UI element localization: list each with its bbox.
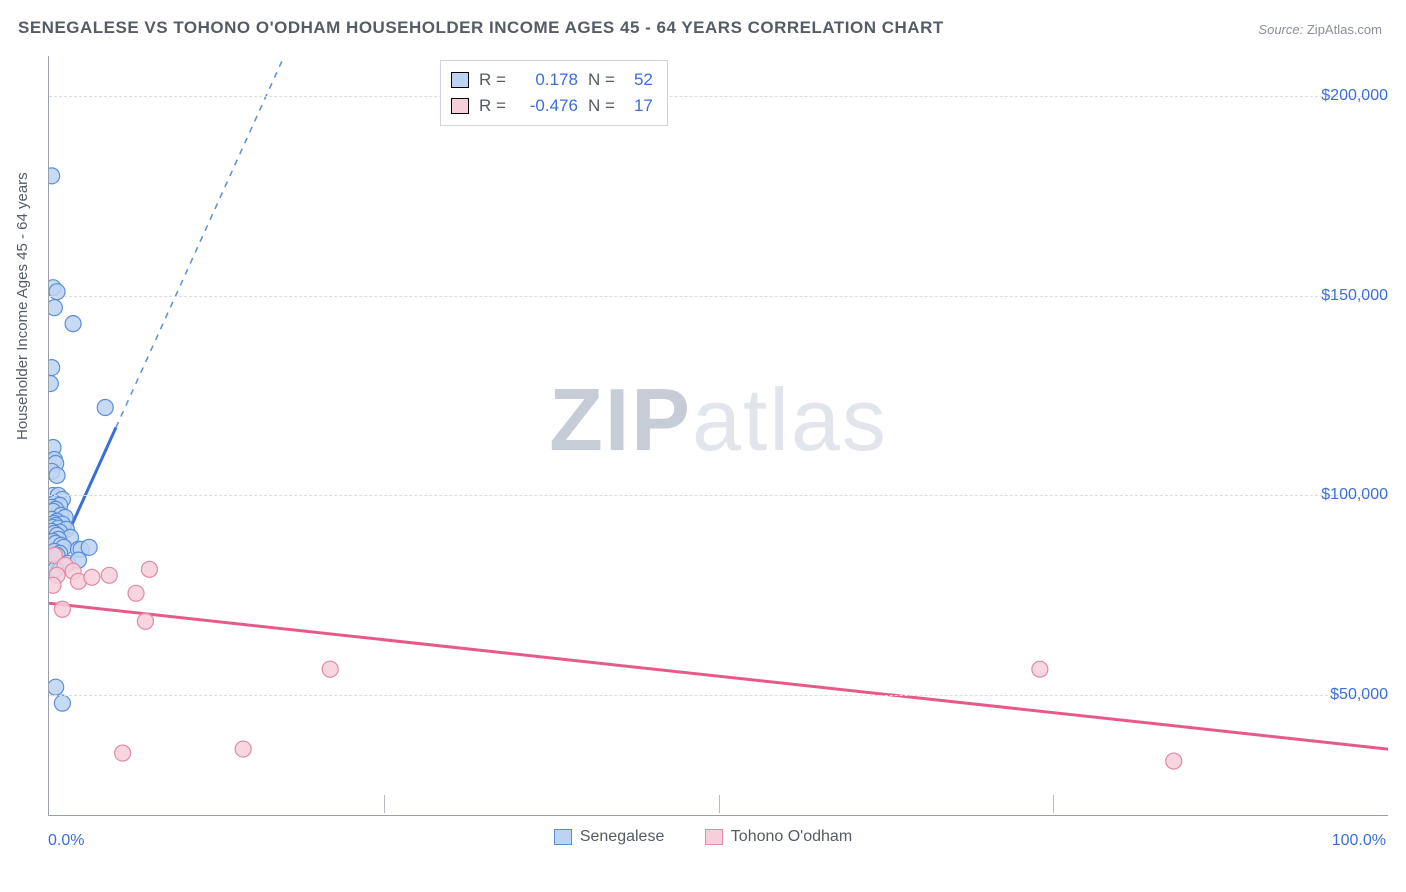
stats-n-label: N = bbox=[588, 70, 615, 90]
chart-svg bbox=[49, 56, 1388, 815]
stats-swatch-blue bbox=[451, 72, 469, 88]
source-attribution: Source: ZipAtlas.com bbox=[1258, 22, 1382, 37]
stats-r-label: R = bbox=[479, 70, 506, 90]
watermark: ZIPatlas bbox=[549, 369, 888, 471]
stats-n-label: N = bbox=[588, 96, 615, 116]
y-tick-label: $50,000 bbox=[1288, 686, 1388, 704]
stats-r-value-pink: -0.476 bbox=[516, 96, 578, 116]
y-axis-label: Householder Income Ages 45 - 64 years bbox=[14, 172, 31, 440]
y-tick-label: $100,000 bbox=[1288, 486, 1388, 504]
legend-swatch-blue bbox=[554, 829, 572, 845]
source-label: Source: bbox=[1258, 22, 1303, 37]
y-tick-label: $200,000 bbox=[1288, 87, 1388, 105]
legend-bottom: Senegalese Tohono O'odham bbox=[0, 828, 1406, 850]
source-value: ZipAtlas.com bbox=[1307, 22, 1382, 37]
stats-row-pink: R = -0.476 N = 17 bbox=[451, 93, 653, 119]
stats-n-value-blue: 52 bbox=[625, 70, 653, 90]
stats-n-value-pink: 17 bbox=[625, 96, 653, 116]
stats-box: R = 0.178 N = 52 R = -0.476 N = 17 bbox=[440, 60, 668, 126]
watermark-part-a: ZIP bbox=[549, 370, 692, 469]
stats-r-label: R = bbox=[479, 96, 506, 116]
stats-r-value-blue: 0.178 bbox=[516, 70, 578, 90]
legend-label-tohono: Tohono O'odham bbox=[731, 828, 852, 846]
stats-swatch-pink bbox=[451, 98, 469, 114]
watermark-part-b: atlas bbox=[692, 370, 888, 469]
legend-label-senegalese: Senegalese bbox=[580, 828, 665, 846]
y-tick-label: $150,000 bbox=[1288, 287, 1388, 305]
legend-item-senegalese: Senegalese bbox=[554, 828, 665, 846]
chart-title: SENEGALESE VS TOHONO O'ODHAM HOUSEHOLDER… bbox=[18, 18, 944, 38]
legend-item-tohono: Tohono O'odham bbox=[705, 828, 852, 846]
plot-area: ZIPatlas $50,000 $100,000 $150,000 $200,000 bbox=[48, 56, 1388, 816]
stats-row-blue: R = 0.178 N = 52 bbox=[451, 67, 653, 93]
legend-swatch-pink bbox=[705, 829, 723, 845]
